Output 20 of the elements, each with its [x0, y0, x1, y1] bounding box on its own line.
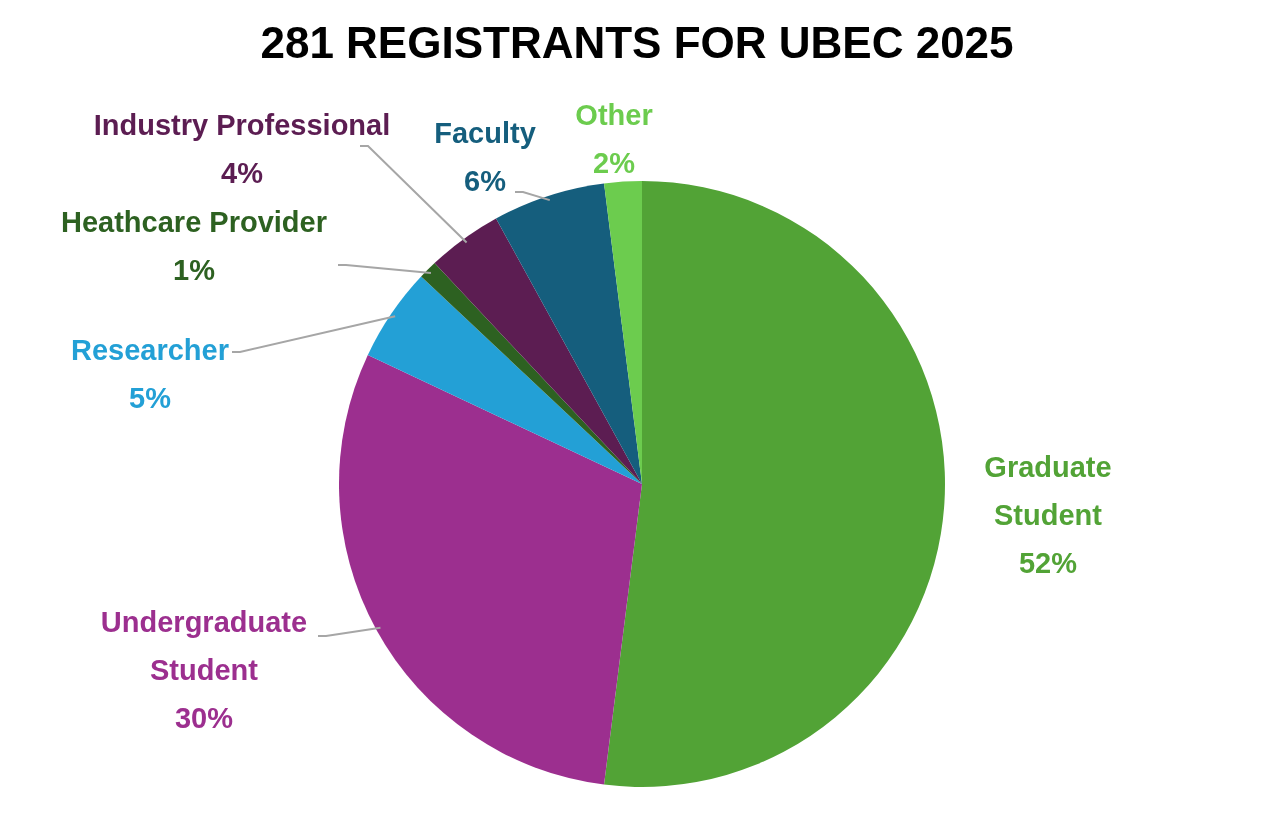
pie-slice	[604, 181, 945, 787]
pie-slice	[367, 276, 642, 484]
data-label: 5%	[129, 382, 172, 414]
chart-title: 281 REGISTRANTS FOR UBEC 2025	[260, 18, 1014, 67]
pie-slice	[434, 218, 642, 484]
data-label: 4%	[221, 157, 264, 189]
data-label: 52%	[1018, 547, 1078, 579]
data-label: 2%	[593, 147, 636, 179]
slice-label: Other	[575, 99, 653, 131]
pie-slice	[421, 263, 642, 484]
data-label: 1%	[173, 254, 216, 286]
slice-label: Faculty	[434, 117, 536, 149]
data-label: 30%	[174, 702, 234, 734]
slice-label: Graduate Student	[984, 451, 1112, 531]
slice-label: Researcher	[71, 334, 229, 366]
pie-slice	[339, 354, 642, 785]
slice-label: Heathcare Provider	[61, 206, 327, 238]
slice-label: Undergraduate Student	[100, 606, 308, 686]
data-label: 6%	[464, 165, 507, 197]
slice-label: Industry Professional	[93, 109, 391, 141]
